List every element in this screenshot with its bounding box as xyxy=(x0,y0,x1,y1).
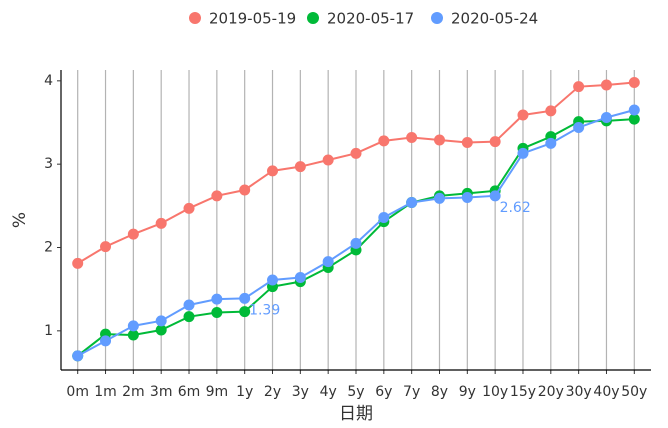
point xyxy=(600,112,612,123)
x-tick-label: 3y xyxy=(292,384,309,400)
x-axis-label: 日期 xyxy=(339,404,373,424)
point xyxy=(628,77,640,88)
y-tick-label: 3 xyxy=(44,156,53,172)
point xyxy=(433,134,445,146)
x-tick-label: 8y xyxy=(431,384,448,400)
y-axis-label: % xyxy=(10,212,30,228)
x-tick-label: 10y xyxy=(482,384,508,400)
x-tick-label: 6y xyxy=(375,384,392,400)
point xyxy=(183,311,195,323)
data-label: 1.39 xyxy=(249,302,280,318)
point xyxy=(211,293,223,305)
point xyxy=(100,241,112,253)
legend-label: 2020-05-17 xyxy=(327,10,414,28)
point xyxy=(406,197,418,208)
point xyxy=(239,306,251,318)
point xyxy=(433,192,445,204)
x-tick-label: 1m xyxy=(94,384,117,400)
point xyxy=(155,217,167,229)
point xyxy=(239,184,251,196)
x-tick-label: 20y xyxy=(538,384,564,400)
legend-label: 2020-05-24 xyxy=(451,10,538,28)
point xyxy=(406,132,418,143)
x-tick-label: 40y xyxy=(593,384,619,400)
point xyxy=(628,104,640,116)
y-tick-label: 2 xyxy=(44,240,53,256)
point xyxy=(489,190,501,202)
point xyxy=(211,190,223,202)
point xyxy=(489,136,501,148)
x-tick-label: 4y xyxy=(320,384,337,400)
x-tick-label: 2m xyxy=(122,384,145,400)
x-tick-label: 6m xyxy=(178,384,201,400)
point xyxy=(461,137,473,148)
legend-label: 2019-05-19 xyxy=(209,10,296,28)
point xyxy=(378,135,390,147)
y-tick-label: 4 xyxy=(44,73,53,89)
data-label: 2.62 xyxy=(500,200,531,216)
point xyxy=(545,105,557,117)
point xyxy=(72,257,84,269)
x-tick-label: 30y xyxy=(566,384,592,400)
point xyxy=(573,122,585,133)
point xyxy=(72,350,84,362)
point xyxy=(127,329,139,341)
legend-marker xyxy=(431,12,443,24)
point xyxy=(628,113,640,125)
x-tick-label: 3m xyxy=(150,384,173,400)
legend-marker xyxy=(307,12,319,24)
point xyxy=(127,228,139,240)
point xyxy=(294,272,306,283)
x-tick-label: 9y xyxy=(459,384,476,400)
x-tick-label: 1y xyxy=(236,384,253,400)
point xyxy=(461,192,473,203)
y-tick-label: 1 xyxy=(44,323,53,339)
point xyxy=(100,335,112,347)
point xyxy=(517,147,529,159)
legend-marker xyxy=(189,12,201,24)
point xyxy=(127,320,139,332)
point xyxy=(211,307,223,318)
x-tick-label: 9m xyxy=(206,384,229,400)
point xyxy=(517,109,529,121)
point xyxy=(350,237,362,249)
point xyxy=(378,212,390,223)
point xyxy=(322,154,334,166)
point xyxy=(322,256,334,268)
x-tick-label: 15y xyxy=(510,384,536,400)
point xyxy=(545,137,557,149)
x-tick-label: 5y xyxy=(347,384,364,400)
x-tick-label: 2y xyxy=(264,384,281,400)
point xyxy=(600,79,612,91)
point xyxy=(573,81,585,93)
point xyxy=(183,202,195,214)
point xyxy=(155,324,167,336)
point xyxy=(267,274,279,286)
point xyxy=(183,299,195,311)
point xyxy=(239,292,251,304)
x-tick-label: 50y xyxy=(621,384,647,400)
point xyxy=(350,147,362,159)
point xyxy=(294,161,306,173)
point xyxy=(267,165,279,177)
x-tick-label: 7y xyxy=(403,384,420,400)
point xyxy=(155,315,167,327)
x-tick-label: 0m xyxy=(66,384,89,400)
